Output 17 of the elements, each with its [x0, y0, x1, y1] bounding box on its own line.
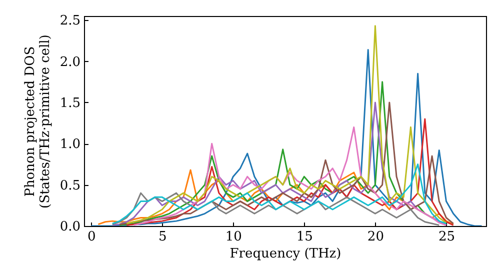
x-tick-label: 0 — [87, 230, 96, 244]
line-series — [90, 49, 482, 226]
x-tick-label: 25 — [438, 230, 455, 244]
x-tick-label: 20 — [367, 230, 384, 244]
y-axis-title: Phonon projected DOS (States/THz·primitive cell) — [22, 34, 53, 209]
line-series — [126, 25, 447, 224]
y-tick-label: 0.5 — [60, 178, 80, 194]
x-tick-label: 5 — [158, 230, 167, 244]
y-tick-label: 1.5 — [60, 96, 80, 111]
y-tick-label: 0.0 — [60, 220, 80, 234]
x-axis-title: Frequency (THz) — [230, 246, 342, 262]
y-tick-label: 1.0 — [60, 137, 80, 152]
x-tick-label: 15 — [296, 230, 313, 244]
x-tick-label: 10 — [225, 230, 242, 244]
y-tick-label: 2.0 — [60, 54, 80, 70]
y-tick-label: 2.5 — [60, 14, 80, 29]
line-series — [112, 163, 447, 224]
